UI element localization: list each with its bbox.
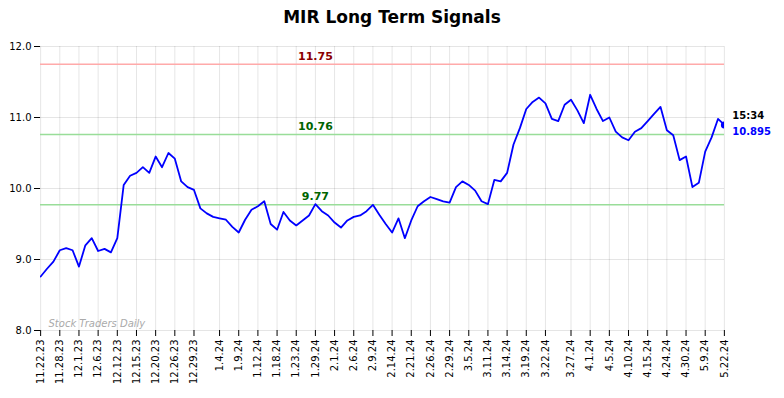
svg-text:3.5.24: 3.5.24 <box>463 340 474 372</box>
svg-text:4.1.24: 4.1.24 <box>584 340 595 372</box>
svg-text:1.9.24: 1.9.24 <box>233 340 244 372</box>
svg-text:9.77: 9.77 <box>302 190 329 203</box>
svg-text:12.29.23: 12.29.23 <box>188 340 199 385</box>
svg-text:3.11.24: 3.11.24 <box>482 340 493 378</box>
svg-text:12.12.23: 12.12.23 <box>112 340 123 385</box>
svg-text:1.4.24: 1.4.24 <box>214 340 225 372</box>
svg-text:11.22.23: 11.22.23 <box>35 340 46 385</box>
svg-text:2.21.24: 2.21.24 <box>405 340 416 378</box>
svg-text:4.24.24: 4.24.24 <box>661 340 672 378</box>
svg-text:15:34: 15:34 <box>732 110 764 121</box>
svg-text:9.0: 9.0 <box>16 254 32 265</box>
svg-text:1.29.24: 1.29.24 <box>310 340 321 378</box>
svg-text:11.0: 11.0 <box>9 112 31 123</box>
svg-text:10.76: 10.76 <box>298 120 333 133</box>
svg-text:12.20.23: 12.20.23 <box>150 340 161 385</box>
svg-text:11.28.23: 11.28.23 <box>54 340 65 385</box>
svg-text:2.14.24: 2.14.24 <box>386 340 397 378</box>
svg-text:5.22.24: 5.22.24 <box>719 340 730 378</box>
svg-text:Stock Traders Daily: Stock Traders Daily <box>49 318 147 329</box>
svg-text:4.30.24: 4.30.24 <box>680 340 691 378</box>
svg-text:12.0: 12.0 <box>9 41 31 52</box>
svg-text:12.26.23: 12.26.23 <box>169 340 180 385</box>
svg-text:3.14.24: 3.14.24 <box>501 340 512 378</box>
svg-text:10.895: 10.895 <box>732 126 771 137</box>
svg-text:2.29.24: 2.29.24 <box>444 340 455 378</box>
svg-text:4.10.24: 4.10.24 <box>623 340 634 378</box>
svg-text:12.1.23: 12.1.23 <box>73 340 84 378</box>
svg-text:1.12.24: 1.12.24 <box>252 340 263 378</box>
svg-text:2.6.24: 2.6.24 <box>348 340 359 372</box>
html-text:MIR Long Term Signals: MIR Long Term Signals <box>283 7 501 27</box>
svg-text:5.9.24: 5.9.24 <box>699 340 710 372</box>
svg-text:2.1.24: 2.1.24 <box>329 340 340 372</box>
svg-text:12.6.23: 12.6.23 <box>92 340 103 378</box>
svg-text:4.5.24: 4.5.24 <box>604 340 615 372</box>
svg-text:10.0: 10.0 <box>9 183 31 194</box>
svg-text:3.19.24: 3.19.24 <box>520 340 531 378</box>
svg-text:4.15.24: 4.15.24 <box>642 340 653 378</box>
svg-text:11.75: 11.75 <box>298 50 333 63</box>
svg-text:3.27.24: 3.27.24 <box>565 340 576 378</box>
svg-text:1.23.24: 1.23.24 <box>290 340 301 378</box>
svg-text:2.9.24: 2.9.24 <box>367 340 378 372</box>
svg-text:3.22.24: 3.22.24 <box>540 340 551 378</box>
svg-text:2.26.24: 2.26.24 <box>425 340 436 378</box>
svg-text:1.18.24: 1.18.24 <box>271 340 282 378</box>
svg-text:8.0: 8.0 <box>16 325 32 336</box>
svg-text:12.15.23: 12.15.23 <box>131 340 142 385</box>
